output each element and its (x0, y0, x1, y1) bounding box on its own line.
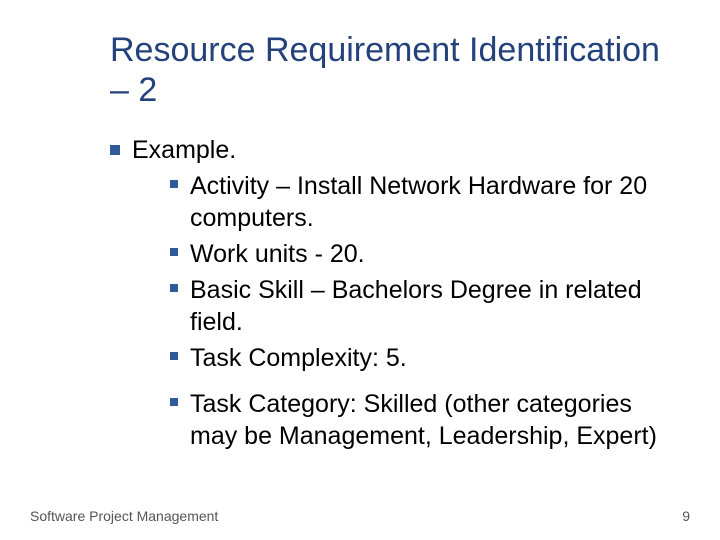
bullet-level2: Activity – Install Network Hardware for … (170, 170, 680, 234)
square-bullet-icon (110, 145, 120, 155)
slide-body: Example. Activity – Install Network Hard… (40, 134, 680, 452)
page-number: 9 (682, 508, 690, 524)
level2-text: Work units - 20. (190, 238, 365, 270)
level2-text: Task Complexity: 5. (190, 342, 407, 374)
footer-left-text: Software Project Management (30, 508, 218, 524)
level2-text: Activity – Install Network Hardware for … (190, 170, 670, 234)
square-bullet-icon (170, 248, 178, 256)
square-bullet-icon (170, 180, 178, 188)
square-bullet-icon (170, 284, 178, 292)
bullet-level2: Work units - 20. (170, 238, 680, 270)
slide-title: Resource Requirement Identification – 2 (110, 30, 680, 110)
level2-text: Basic Skill – Bachelors Degree in relate… (190, 274, 670, 338)
bullet-level1: Example. (110, 134, 680, 166)
level1-text: Example. (132, 136, 236, 164)
square-bullet-icon (170, 398, 178, 406)
bullet-level2: Task Complexity: 5. (170, 342, 680, 374)
bullet-level2: Task Category: Skilled (other categories… (170, 388, 680, 452)
level2-text: Task Category: Skilled (other categories… (190, 388, 670, 452)
slide-container: Resource Requirement Identification – 2 … (0, 0, 720, 540)
bullet-level2: Basic Skill – Bachelors Degree in relate… (170, 274, 680, 338)
square-bullet-icon (170, 352, 178, 360)
